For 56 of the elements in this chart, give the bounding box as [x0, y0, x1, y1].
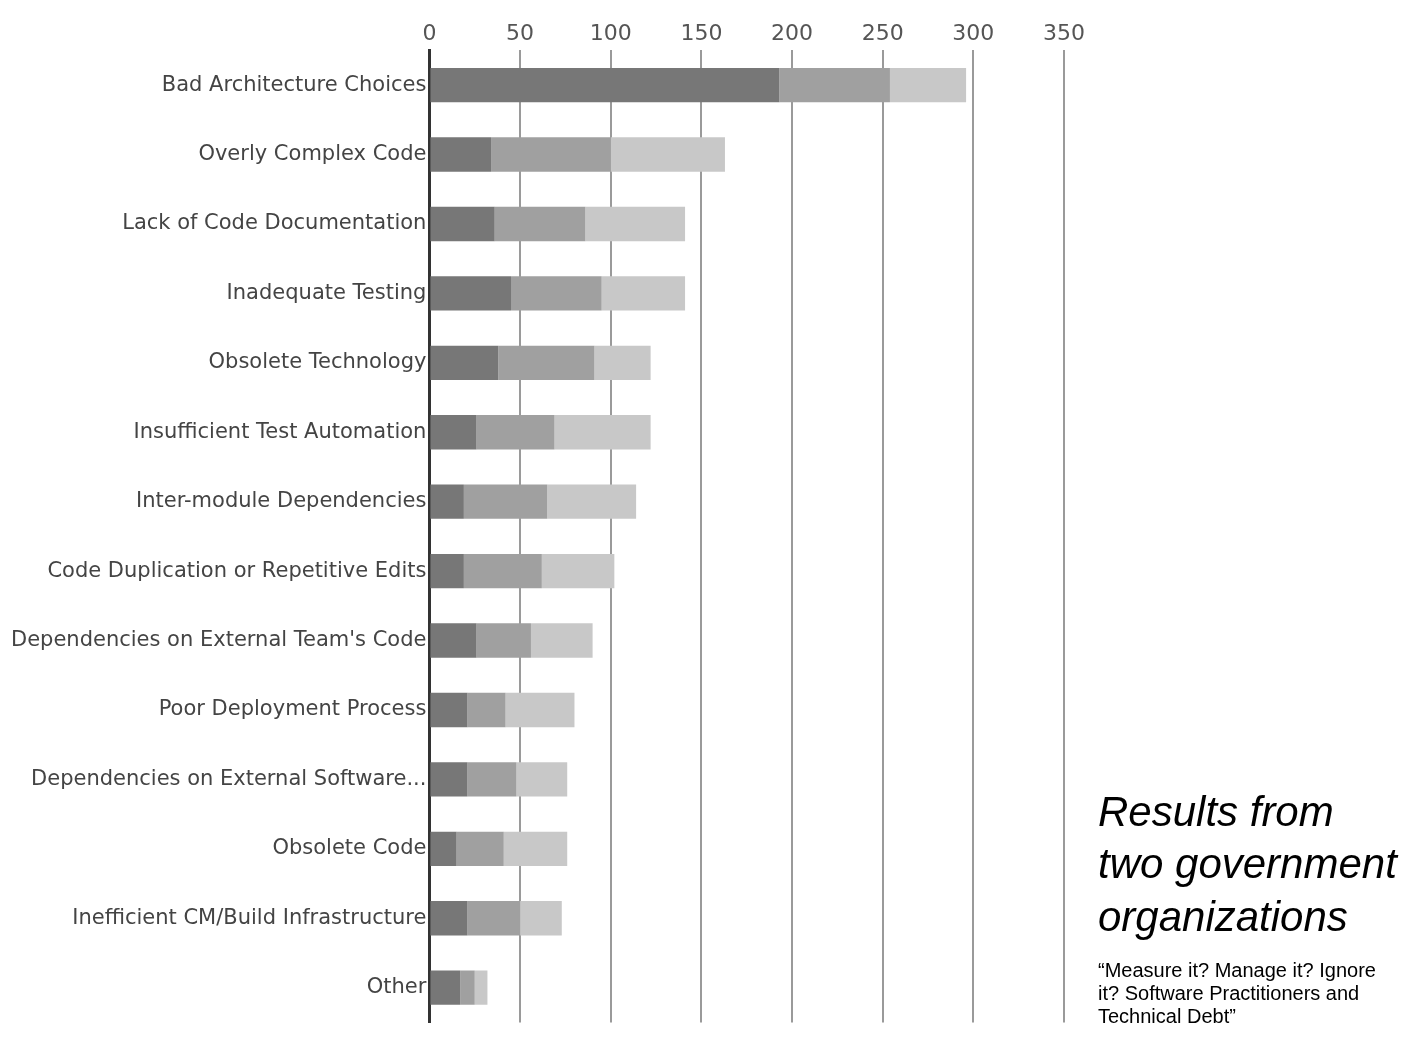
y-tick-label: Inefficient CM/Build Infrastructure — [72, 904, 427, 929]
bar — [505, 692, 575, 728]
y-tick-label: Dependencies on External Software... — [31, 765, 427, 790]
bar — [430, 553, 464, 589]
bar — [430, 345, 499, 381]
bar — [610, 137, 725, 172]
y-tick-label: Dependencies on External Team's Code — [10, 627, 427, 651]
bar — [430, 206, 495, 242]
bar — [503, 831, 568, 867]
bar — [601, 276, 686, 311]
bar — [467, 762, 517, 797]
x-tick-label: 350 — [1043, 19, 1085, 45]
y-tick-label: Lack of Code Documentation — [122, 210, 427, 235]
bar — [516, 762, 568, 797]
x-tick-label: 150 — [680, 19, 723, 45]
bar — [430, 762, 468, 797]
y-tick-label: Inter-module Dependencies — [136, 488, 427, 513]
bar — [430, 137, 492, 172]
y-tick-label: Poor Deployment Process — [158, 696, 427, 721]
bar — [520, 901, 562, 936]
x-tick-label: 250 — [861, 19, 904, 45]
y-tick-label: Other — [366, 974, 427, 999]
bar — [594, 345, 651, 381]
x-tick-label: 300 — [952, 19, 995, 45]
bar — [889, 67, 967, 103]
text: Results from two government organizations — [1098, 786, 1398, 942]
x-tick-label: 100 — [589, 19, 632, 45]
y-tick-label: Obsolete Code — [272, 835, 427, 860]
bar — [430, 67, 780, 103]
y-tick-label: Bad Architecture Choices — [161, 71, 427, 96]
y-tick-label: Inadequate Testing — [226, 279, 427, 304]
bar — [547, 484, 637, 519]
y-tick-label: Obsolete Technology — [208, 349, 427, 374]
bar — [430, 901, 468, 936]
bar — [541, 553, 615, 589]
bar — [554, 415, 651, 450]
bar — [430, 970, 461, 1005]
bar — [430, 276, 512, 311]
y-tick-label: Insufficient Test Automation — [133, 418, 427, 443]
bar — [430, 415, 477, 450]
bar — [460, 970, 475, 1005]
bar — [430, 623, 477, 658]
bar — [530, 623, 593, 658]
y-tick-label: Code Duplication or Repetitive Edits — [47, 557, 427, 582]
bar — [430, 692, 468, 728]
bar — [474, 970, 488, 1005]
x-tick-label: 50 — [506, 19, 535, 45]
bar — [456, 831, 504, 867]
x-tick-label: 0 — [422, 19, 437, 45]
text: “Measure it? Manage it? Ignore it? Software Practitioners and Technical Debt” — [1098, 959, 1377, 1028]
bar — [430, 484, 464, 519]
bar — [585, 206, 686, 242]
bar — [467, 692, 506, 728]
bar — [430, 831, 457, 867]
y-tick-label: Overly Complex Code — [198, 141, 427, 165]
x-tick-label: 200 — [771, 19, 814, 45]
